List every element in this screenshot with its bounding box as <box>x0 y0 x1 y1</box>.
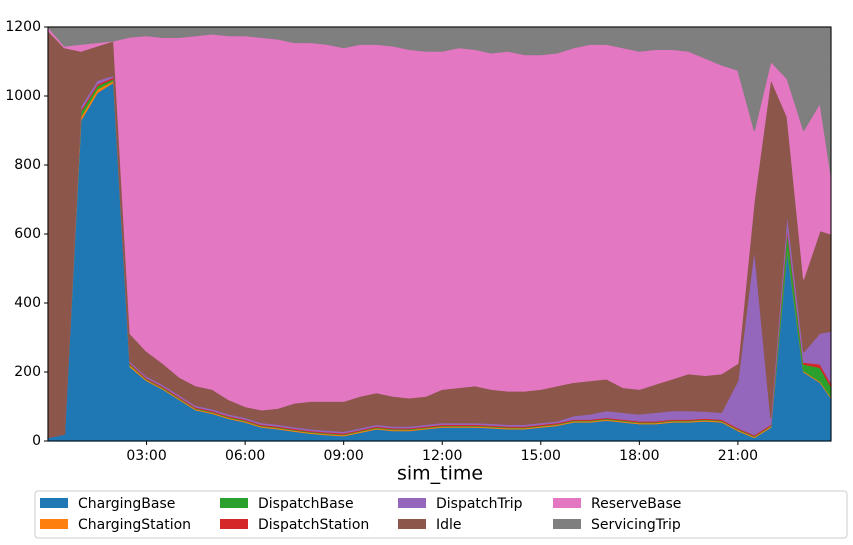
x-tick-label: 09:00 <box>323 448 363 464</box>
x-tick-label: 12:00 <box>422 448 462 464</box>
legend-swatch <box>398 498 426 508</box>
legend-swatch <box>40 498 68 508</box>
x-tick-label: 21:00 <box>718 448 758 464</box>
y-tick-label: 800 <box>14 157 41 173</box>
legend-swatch <box>398 519 426 529</box>
x-tick-label: 15:00 <box>521 448 561 464</box>
y-tick-label: 0 <box>32 433 41 449</box>
legend-swatch <box>553 498 581 508</box>
y-tick-label: 1200 <box>5 19 41 35</box>
legend-label: Idle <box>436 517 462 533</box>
legend-swatch <box>40 519 68 529</box>
legend-label: ReserveBase <box>591 496 681 512</box>
legend-swatch <box>220 498 248 508</box>
y-tick-label: 600 <box>14 226 41 242</box>
legend-swatch <box>220 519 248 529</box>
y-tick-label: 400 <box>14 295 41 311</box>
area <box>47 26 832 411</box>
legend-label: ServicingTrip <box>591 517 681 533</box>
legend-label: DispatchTrip <box>436 496 523 512</box>
x-tick-label: 03:00 <box>126 448 166 464</box>
legend-swatch <box>553 519 581 529</box>
y-tick-label: 200 <box>14 364 41 380</box>
legend-label: ChargingStation <box>78 517 191 533</box>
legend-label: DispatchBase <box>258 496 354 512</box>
x-axis-label: sim_time <box>397 463 483 485</box>
legend-label: ChargingBase <box>78 496 175 512</box>
x-tick-label: 18:00 <box>619 448 659 464</box>
x-tick-label: 06:00 <box>225 448 265 464</box>
y-tick-label: 1000 <box>5 88 41 104</box>
legend-label: DispatchStation <box>258 517 369 533</box>
